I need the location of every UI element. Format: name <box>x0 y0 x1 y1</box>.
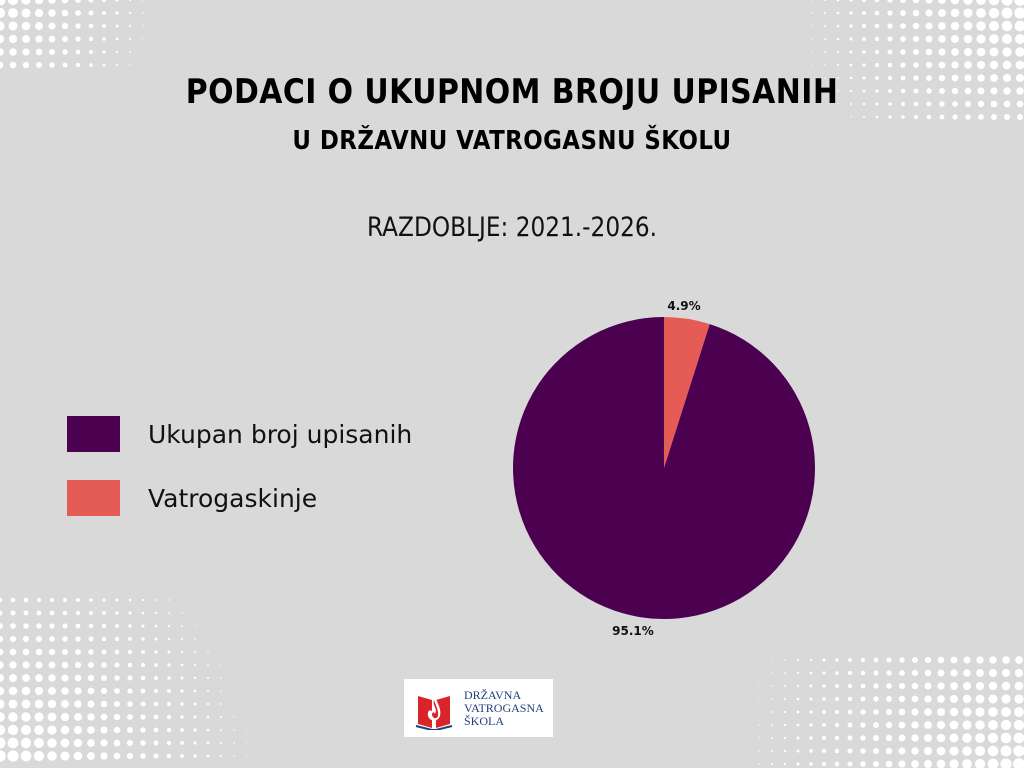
page-title: PODACI O UKUPNOM BROJU UPISANIH <box>185 72 839 112</box>
chart-legend: Ukupan broj upisanih Vatrogaskinje <box>67 415 412 543</box>
logo-line: DRŽAVNA <box>464 687 522 702</box>
school-logo: DRŽAVNA VATROGASNA ŠKOLA <box>404 679 553 737</box>
logo-text: DRŽAVNA VATROGASNA ŠKOLA <box>464 687 544 728</box>
legend-item-ukupan: Ukupan broj upisanih <box>67 415 412 453</box>
pie-data-label-ukupan: 95.1% <box>612 624 654 638</box>
legend-item-vatrogaskinje: Vatrogaskinje <box>67 479 412 517</box>
pie-slice-ukupan <box>512 317 815 619</box>
page-subtitle: U DRŽAVNU VATROGASNU ŠKOLU <box>292 126 732 156</box>
flame-book-icon <box>415 692 453 730</box>
pie-data-label-vatrogaskinje: 4.9% <box>667 299 700 313</box>
legend-label-ukupan: Ukupan broj upisanih <box>148 419 413 449</box>
logo-line: VATROGASNA <box>464 700 544 715</box>
legend-swatch-ukupan <box>67 416 120 452</box>
period-label: RAZDOBLJE: 2021.-2026. <box>366 212 658 243</box>
pie-slice-vatrogaskinje <box>664 317 710 468</box>
legend-swatch-vatrogaskinje <box>67 480 120 516</box>
legend-label-vatrogaskinje: Vatrogaskinje <box>148 483 318 513</box>
logo-line: ŠKOLA <box>464 713 505 728</box>
